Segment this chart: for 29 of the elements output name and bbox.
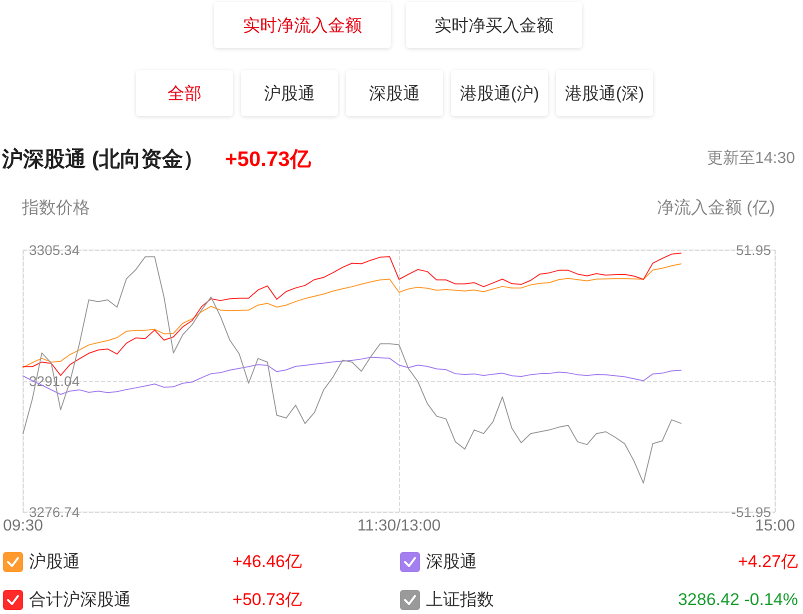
text: 深股通 [346, 70, 443, 116]
text: 3286.42 -0.14% [676, 590, 798, 610]
text: 实时净流入金额 [214, 2, 391, 48]
text: 更新至14:30 [706, 148, 795, 169]
text: 实时净买入金额 [406, 2, 582, 48]
legend-label: 上证指数 [425, 590, 494, 611]
text: 沪股通 [241, 70, 338, 116]
y2-tick-label: 51.95 [736, 242, 772, 258]
text: +50.73亿 [232, 590, 302, 609]
text: 全部 [136, 70, 233, 116]
legend-label: 深股通 [425, 552, 477, 573]
text: +4.27亿 [736, 552, 798, 572]
x-tick-label: 15:00 [754, 518, 796, 534]
text: +46.46亿 [232, 552, 302, 572]
line-series [22, 256, 682, 484]
y-tick-label: 3276.74 [29, 504, 80, 520]
y-axis-title: 指数价格 [22, 197, 90, 219]
x-tick-label: 09:30 [2, 518, 44, 534]
x-tick-label: 11:30/13:00 [357, 518, 441, 534]
text: 港股通(深) [556, 70, 653, 116]
chart-title: 沪深股通 (北向资金） [2, 146, 204, 173]
line-series [22, 356, 682, 395]
y2-tick-label: -51.95 [731, 504, 772, 520]
chart-subtitle: +50.73亿 [225, 147, 311, 173]
y-tick-label: 3305.34 [29, 242, 80, 258]
legend-label: 沪股通 [28, 552, 80, 573]
text: 港股通(沪) [451, 70, 548, 116]
y2-axis-title: 净流入金额 (亿) [656, 197, 775, 219]
legend-label: 合计沪深股通 [28, 590, 131, 611]
